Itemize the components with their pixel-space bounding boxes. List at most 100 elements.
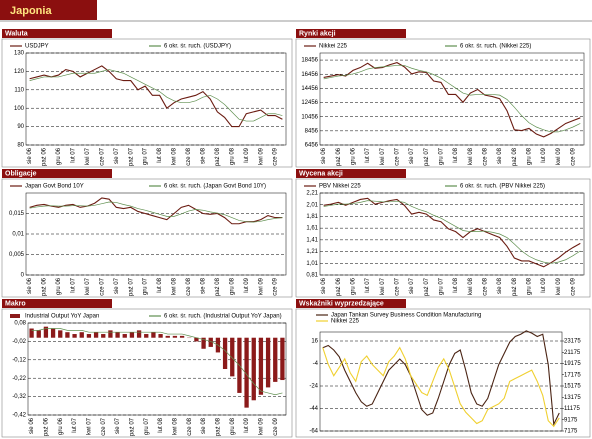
y2-tick-label: 19175	[564, 361, 581, 367]
y-tick-label: 80	[17, 143, 24, 149]
x-tick-label: paź 08	[512, 147, 518, 166]
series-line	[322, 346, 560, 428]
x-tick-label: cze 07	[395, 277, 401, 295]
bar	[201, 337, 206, 349]
y-tick-label: 6456	[305, 143, 319, 149]
x-tick-label: paź 07	[128, 277, 134, 296]
x-tick-label: paź 08	[215, 147, 221, 166]
legend-label: 6 okr. śr. ruch. (USDJPY)	[164, 44, 231, 50]
x-tick-label: paź 07	[129, 417, 135, 436]
y-tick-label: 1,01	[306, 261, 318, 267]
x-tick-label: cze 08	[186, 277, 192, 295]
y-tick-label: 1,81	[306, 214, 318, 220]
x-tick-label: cze 07	[101, 417, 107, 435]
x-tick-label: lut 08	[453, 277, 459, 292]
legend-swatch	[10, 314, 20, 318]
x-tick-label: sie 08	[201, 147, 207, 164]
bar	[86, 334, 92, 338]
bar	[172, 335, 178, 338]
bar	[50, 328, 56, 338]
x-tick-label: lut 07	[365, 147, 371, 162]
series-line	[323, 65, 581, 133]
legend-label: 6 okr. śr. ruch. (Japan Govt Bond 10Y)	[164, 184, 266, 190]
panel-title: Obligacje	[5, 170, 37, 177]
x-tick-label: lut 09	[244, 277, 250, 292]
x-tick-label: lut 07	[71, 147, 77, 162]
y-tick-label: 14456	[301, 86, 318, 92]
y-tick-label: 100	[14, 106, 25, 112]
panel-title: Waluta	[5, 30, 28, 37]
x-tick-label: lut 09	[244, 417, 250, 432]
series-line	[29, 197, 283, 225]
x-tick-label: sie 08	[497, 277, 503, 294]
x-tick-label: gru 06	[56, 147, 62, 165]
x-tick-label: cze 08	[483, 277, 489, 295]
y2-tick-label: 7175	[564, 429, 578, 435]
panel-header	[2, 299, 112, 308]
x-tick-label: gru 06	[56, 277, 62, 295]
y-tick-label: -0,42	[12, 413, 26, 419]
y-tick-label: -0,22	[12, 376, 26, 382]
x-tick-label: sie 06	[321, 277, 327, 294]
plot-area	[319, 192, 585, 276]
x-tick-label: gru 06	[351, 147, 357, 165]
x-tick-label: gru 08	[229, 277, 235, 295]
legend-label: Industrial Output YoY Japan	[25, 314, 99, 320]
x-tick-label: cze 09	[273, 277, 279, 295]
legend-label: 6 okr. śr. ruch. (Industrial Output YoY …	[164, 314, 282, 320]
series-line	[323, 200, 581, 264]
bar	[29, 328, 34, 338]
x-tick-label: sie 07	[115, 417, 121, 434]
x-tick-label: paź 06	[42, 277, 48, 296]
bar	[273, 337, 278, 382]
y-tick-label: 0	[21, 273, 25, 279]
bar	[222, 337, 228, 369]
x-tick-label: sie 06	[27, 277, 33, 294]
y-tick-label: 16456	[301, 72, 318, 78]
y-tick-label: 8456	[305, 128, 319, 134]
x-tick-label: lut 08	[157, 277, 163, 292]
bar	[258, 337, 264, 395]
y-tick-label: 120	[14, 69, 25, 75]
y-tick-label: -64	[309, 429, 318, 435]
x-tick-label: sie 08	[201, 277, 207, 294]
x-tick-label: cze 07	[395, 147, 401, 165]
panel-header	[2, 169, 112, 178]
x-tick-label: kwi 08	[172, 417, 178, 435]
x-tick-label: cze 09	[571, 277, 577, 295]
legend-label: Nikkei 225	[319, 44, 348, 50]
x-tick-label: cze 08	[186, 147, 192, 165]
bar	[251, 337, 256, 401]
y-tick-label: -24	[309, 384, 318, 390]
bar	[101, 334, 106, 338]
bar	[144, 334, 149, 338]
y-tick-label: 0,005	[9, 252, 25, 258]
panel-title: Makro	[5, 300, 26, 307]
bar	[179, 335, 185, 338]
panel-header	[296, 169, 406, 178]
x-tick-label: lut 09	[541, 147, 547, 162]
y2-tick-label: 9175	[564, 417, 578, 423]
x-tick-label: gru 07	[143, 147, 149, 165]
x-tick-label: kwi 08	[172, 277, 178, 295]
x-tick-label: sie 06	[27, 147, 33, 164]
x-tick-label: lut 09	[541, 277, 547, 292]
bar	[72, 334, 77, 338]
panel-title: Wycena akcji	[299, 170, 343, 177]
x-tick-label: gru 08	[229, 147, 235, 165]
y-tick-label: 110	[14, 87, 24, 93]
legend-label: Nikkei 225	[331, 319, 360, 325]
bar	[36, 330, 41, 338]
x-tick-label: sie 08	[201, 417, 207, 434]
x-tick-label: cze 07	[99, 277, 105, 295]
x-tick-label: lut 08	[157, 147, 163, 162]
x-tick-label: sie 07	[114, 147, 120, 164]
x-tick-label: lut 07	[72, 417, 78, 432]
x-tick-label: gru 07	[439, 147, 445, 165]
x-tick-label: kwi 08	[468, 147, 474, 165]
x-tick-label: kwi 07	[85, 147, 91, 165]
x-tick-label: paź 06	[43, 417, 49, 436]
x-tick-label: kwi 09	[258, 147, 264, 165]
